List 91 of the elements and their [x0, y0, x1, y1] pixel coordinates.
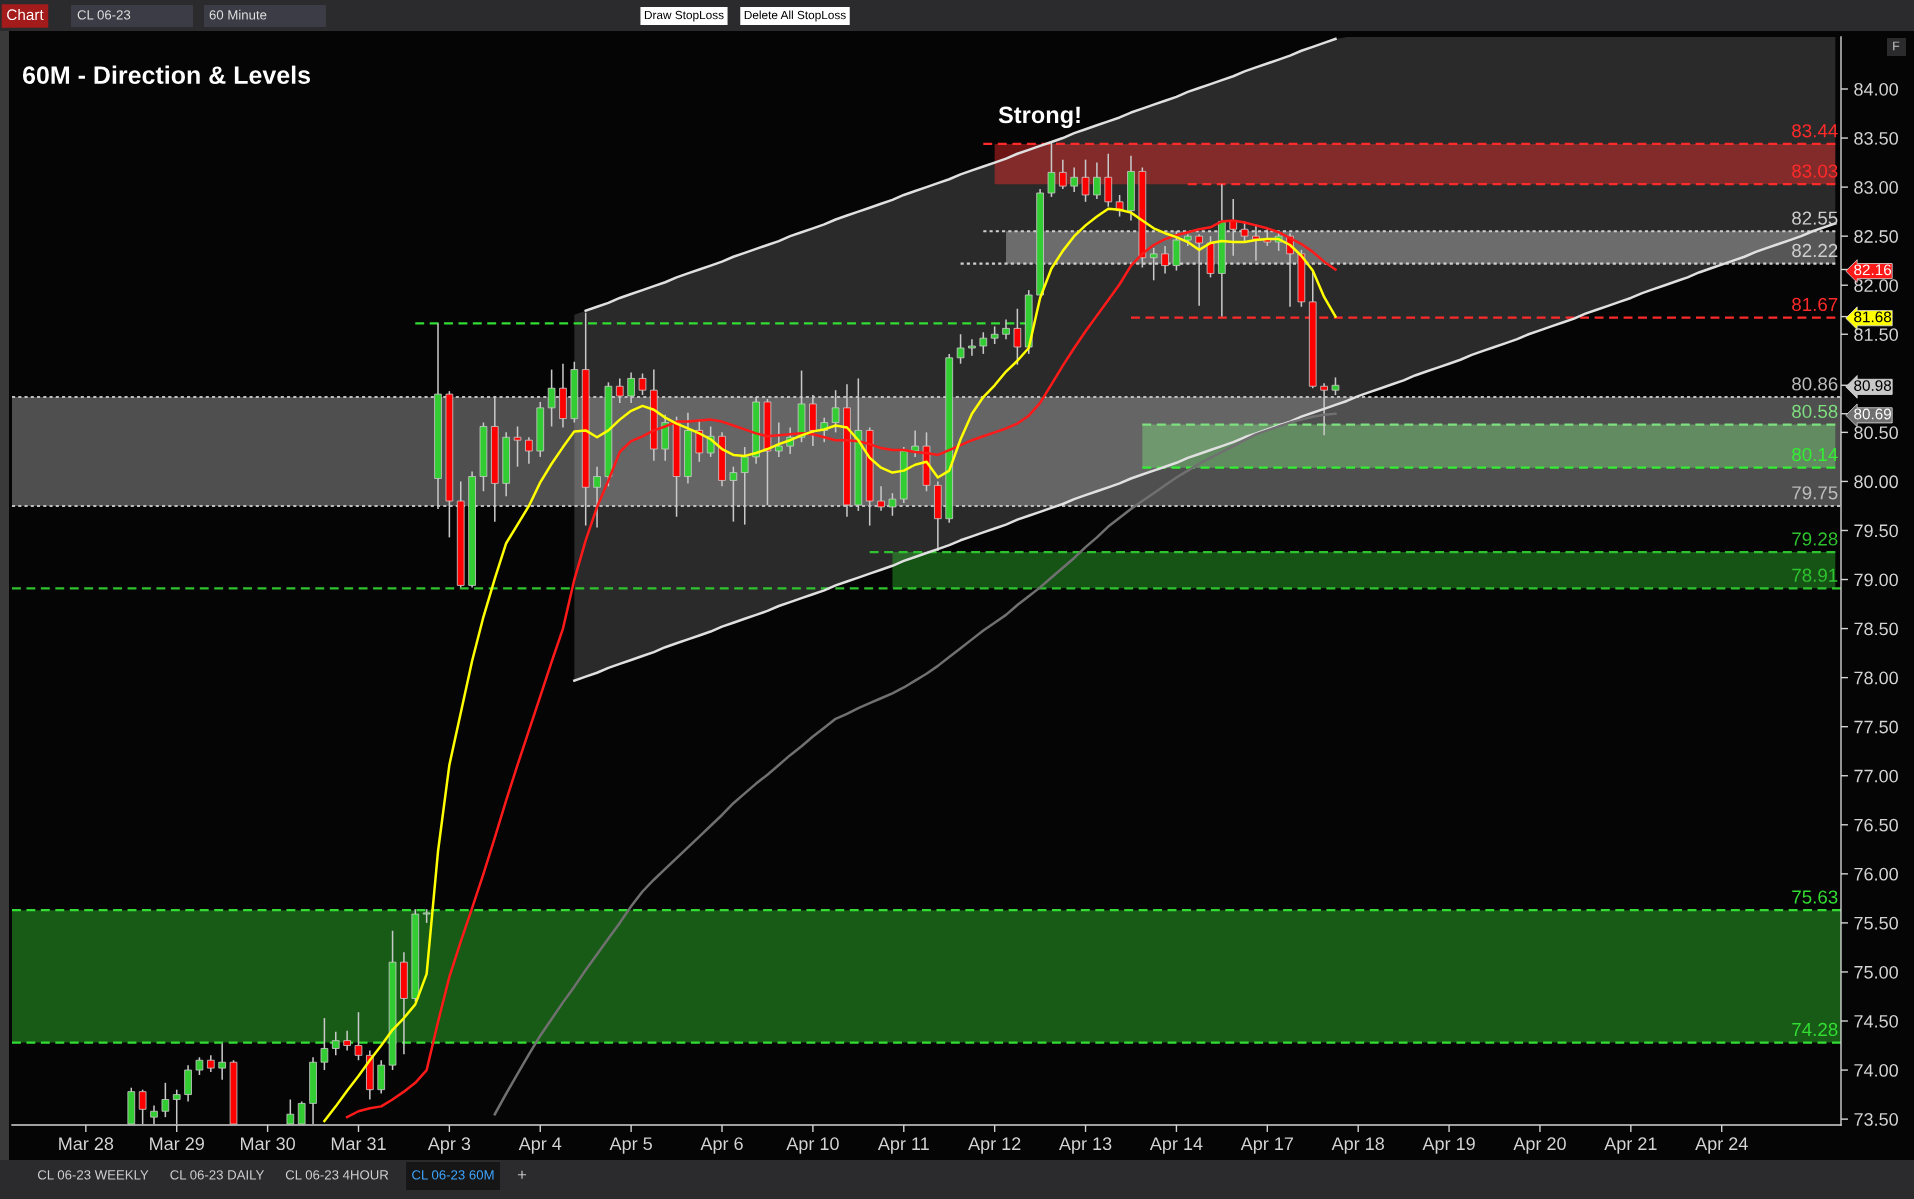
y-tick-label: 81.68 [1854, 311, 1892, 323]
x-tick-label: Apr 19 [1422, 1137, 1475, 1154]
x-tick-label: Apr 18 [1331, 1137, 1384, 1154]
x-tick-label: Apr 6 [700, 1137, 743, 1154]
x-tick-label: Apr 4 [518, 1137, 562, 1154]
x-tick-label: Apr 20 [1513, 1137, 1566, 1154]
x-tick-label: Mar 31 [331, 1137, 386, 1151]
x-tick-label: Apr 24 [1695, 1137, 1748, 1154]
ref-line-label: 75.63 [1792, 890, 1838, 904]
y-tick-label: 74.50 [1854, 1014, 1898, 1028]
candlestick [1013, 307, 1022, 366]
candlestick [638, 372, 647, 396]
annotation: Strong! [998, 106, 1080, 128]
annotation: 83.44 [1792, 124, 1838, 138]
y-tick-label: 81.50 [1854, 328, 1898, 341]
annotation: 81.67 [1792, 297, 1838, 312]
text: CL 06-23 [77, 10, 131, 20]
x-tick-label: Apr 14 [1149, 1137, 1203, 1154]
y-tick-label: 79.00 [1854, 573, 1898, 587]
x-tick-label: Apr 10 [786, 1137, 839, 1154]
text: 60M - Direction & Levels [22, 65, 311, 84]
annotation: 79.28 [1792, 532, 1838, 546]
candlestick [218, 1042, 226, 1081]
x-tick-label: Apr 5 [609, 1137, 652, 1154]
text: 60 Minute [209, 9, 267, 20]
candlestick [320, 1017, 329, 1071]
y-tick-label: 73.50 [1854, 1113, 1898, 1126]
candlestick [513, 425, 522, 468]
y-tick-label: 78.50 [1854, 622, 1898, 636]
line-series [493, 412, 1337, 1116]
y-tick-label: 77.00 [1854, 769, 1898, 783]
candlestick [161, 1082, 170, 1118]
y-tick-label: 82.00 [1854, 279, 1898, 292]
y-tick-label: 82.50 [1854, 230, 1898, 243]
annotation: 80.58 [1792, 404, 1838, 419]
text: Chart [7, 8, 44, 21]
candlestick [695, 419, 704, 463]
candlestick [1081, 158, 1090, 203]
y-tick-label: 80.69 [1854, 408, 1892, 420]
x-tick-label: Apr 13 [1058, 1137, 1112, 1154]
candlestick [774, 421, 783, 458]
y-tick-label: 79.50 [1854, 524, 1898, 538]
y-tick-label: 76.00 [1854, 867, 1898, 881]
x-tick-label: Apr 3 [427, 1137, 471, 1154]
y-tick-label: 80.00 [1854, 475, 1898, 489]
candlestick [956, 333, 965, 365]
candlestick [979, 331, 988, 355]
candlestick [593, 465, 601, 529]
y-tick-label: 84.00 [1854, 82, 1898, 96]
line-series [584, 37, 1337, 312]
text: Draw StopLoss [644, 10, 724, 22]
y-tick-label: 80.50 [1854, 426, 1898, 440]
ref-line-label: 80.86 [1792, 377, 1838, 391]
x-tick-label: Apr 11 [877, 1137, 929, 1154]
x-tick-label: Apr 17 [1240, 1137, 1293, 1154]
candlestick [331, 1031, 340, 1057]
candlestick [1093, 161, 1101, 200]
y-tick-label: 76.50 [1854, 818, 1898, 832]
x-tick-label: Apr 21 [1604, 1137, 1657, 1154]
candlestick [1002, 318, 1010, 340]
y-tick-label: 75.50 [1854, 916, 1898, 930]
ref-line-label: 79.75 [1792, 486, 1838, 500]
text: CL 06-23 DAILY [170, 1170, 265, 1180]
candlestick [1070, 166, 1079, 193]
text: F [1893, 41, 1900, 51]
y-tick-label: 80.98 [1854, 380, 1892, 391]
y-tick-label: 83.00 [1854, 181, 1898, 194]
annotation: 82.55 [1792, 211, 1838, 225]
x-tick-label: Mar 29 [150, 1137, 204, 1151]
x-tick-label: Mar 30 [240, 1137, 295, 1151]
candlestick [525, 436, 533, 465]
y-tick-label: 82.16 [1854, 264, 1892, 276]
text: CL 06-23 60M [412, 1170, 494, 1180]
candlestick [1047, 142, 1056, 198]
candlestick [1058, 158, 1067, 190]
candlestick [354, 1011, 363, 1062]
y-tick-label: 75.00 [1854, 965, 1898, 979]
x-tick-label: Mar 28 [59, 1137, 114, 1151]
text: CL 06-23 4HOUR [285, 1170, 389, 1180]
y-tick-label: 74.00 [1854, 1063, 1898, 1077]
candlestick [911, 429, 919, 458]
text: Delete All StopLoss [744, 10, 846, 22]
y-tick-label: 83.50 [1854, 131, 1898, 145]
candlestick [968, 338, 976, 357]
y-tick-label: 77.50 [1854, 720, 1898, 734]
y-tick-label: 78.00 [1854, 671, 1898, 685]
x-tick-label: Apr 12 [968, 1137, 1021, 1154]
ref-line-label: 74.28 [1792, 1022, 1838, 1037]
text: + [517, 1170, 527, 1179]
text: CL 06-23 WEEKLY [37, 1170, 149, 1180]
candlestick [343, 1030, 351, 1052]
